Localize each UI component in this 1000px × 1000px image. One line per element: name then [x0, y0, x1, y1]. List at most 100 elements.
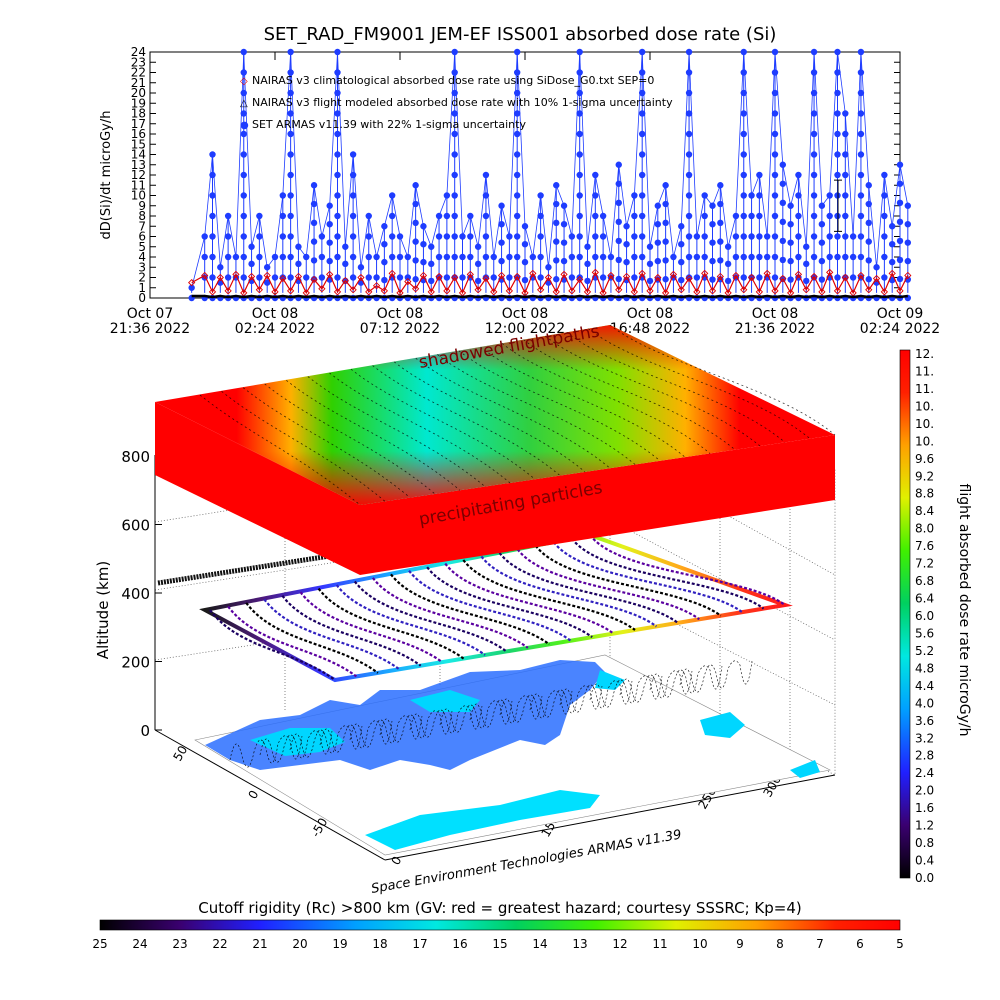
- armas-point: [693, 233, 701, 240]
- armas-point: [615, 256, 622, 264]
- dose-colorbar-tick-label: 2.0: [915, 784, 934, 798]
- armas-point: [482, 192, 490, 199]
- armas-point: [693, 253, 701, 261]
- x-tick-label-time: 16:48 2022: [610, 321, 690, 337]
- armas-point: [599, 274, 607, 281]
- armas-point: [428, 243, 435, 250]
- armas-point: [896, 218, 904, 226]
- antarctica: [365, 790, 600, 850]
- armas-point: [834, 69, 841, 76]
- sheet-track-line: [415, 357, 611, 469]
- armas-point: [513, 192, 521, 199]
- armas-point: [513, 130, 521, 138]
- armas-point: [443, 233, 451, 240]
- armas-point: [553, 276, 560, 283]
- armas-point: [865, 257, 872, 264]
- armas-point: [576, 130, 583, 138]
- armas-point: [842, 253, 849, 261]
- y-tick-label: 10: [131, 189, 146, 203]
- x-tick-label-date: Oct 07: [127, 306, 173, 322]
- armas-point: [896, 256, 904, 264]
- armas-point: [662, 238, 669, 245]
- armas-point: [349, 253, 357, 261]
- armas-point: [771, 89, 779, 97]
- ground-track-line: [229, 735, 303, 768]
- armas-point: [662, 200, 669, 208]
- armas-point: [349, 233, 357, 240]
- nairas-climatological-point: [286, 287, 295, 295]
- armas-point: [303, 274, 310, 281]
- armas-point: [474, 243, 482, 250]
- sheet-track-line: [545, 335, 761, 447]
- nairas-climatological-point: [263, 271, 271, 280]
- armas-point: [701, 212, 708, 220]
- armas-point: [576, 274, 583, 281]
- armas-point: [818, 202, 826, 209]
- armas-point: [287, 130, 294, 138]
- nairas-climatological-point: [224, 287, 232, 295]
- armas-point: [857, 192, 865, 199]
- armas-point: [412, 219, 419, 227]
- armas-point: [498, 239, 505, 246]
- armas-point: [678, 258, 685, 266]
- armas-point: [779, 218, 787, 226]
- cutoff-colorbar-tick-label: 17: [412, 937, 427, 951]
- sheet-track-line: [523, 339, 736, 451]
- armas-point: [795, 212, 802, 220]
- armas-point: [787, 276, 794, 283]
- armas-point: [701, 253, 708, 261]
- armas-point: [638, 48, 646, 56]
- armas-point: [451, 192, 458, 199]
- armas-point: [818, 239, 826, 246]
- dose-colorbar-tick-label: 2.4: [915, 766, 934, 780]
- cutoff-colorbar-tick-label: 5: [896, 937, 904, 951]
- armas-point: [584, 260, 591, 268]
- armas-point: [740, 192, 747, 199]
- nairas-climatological-point: [568, 287, 576, 295]
- armas-point: [498, 221, 505, 228]
- armas-point: [209, 171, 216, 179]
- ground-track-line: [649, 665, 723, 698]
- dose-colorbar-tick-label: 7.6: [915, 539, 934, 553]
- armas-point: [459, 233, 466, 240]
- armas-point: [396, 274, 404, 281]
- armas-point: [365, 233, 372, 240]
- orbit-track-line: [571, 537, 765, 610]
- armas-point: [709, 239, 716, 246]
- armas-point: [842, 130, 849, 138]
- cutoff-colorbar-tick-label: 10: [692, 937, 707, 951]
- armas-point: [365, 253, 372, 261]
- armas-point: [240, 110, 247, 117]
- armas-point: [709, 276, 716, 283]
- nairas-climatological-point: [419, 271, 428, 280]
- x-tick-label-date: Oct 08: [377, 306, 423, 322]
- dose-colorbar-tick-label: 5.6: [915, 626, 934, 640]
- cutoff-colorbar-tick-label: 14: [532, 937, 547, 951]
- armas-point: [396, 233, 404, 240]
- nairas-climatological-point: [638, 269, 646, 278]
- nairas-climatological-point: [810, 272, 818, 281]
- armas-point: [740, 69, 747, 76]
- orbit-track-line: [227, 605, 358, 678]
- cutoff-colorbar-tick-label: 15: [492, 937, 507, 951]
- armas-point: [334, 233, 341, 240]
- armas-point: [842, 192, 849, 199]
- y-tick-label: 17: [131, 117, 146, 131]
- armas-point: [349, 212, 357, 220]
- cutoff-colorbar-tick-label: 19: [332, 937, 347, 951]
- armas-point: [740, 110, 747, 117]
- armas-point: [420, 258, 427, 266]
- armas-point: [693, 274, 701, 281]
- armas-point: [349, 192, 357, 199]
- armas-point: [381, 240, 388, 248]
- ground-track-line: [259, 730, 333, 763]
- nairas-climatological-point: [794, 270, 803, 279]
- armas-point: [310, 257, 318, 264]
- armas-point: [678, 276, 685, 284]
- nairas-climatological-point: [341, 276, 349, 285]
- dose-colorbar-tick-label: 10.: [915, 417, 934, 431]
- nairas-climatological-point: [701, 269, 709, 278]
- armas-point: [685, 48, 693, 56]
- y-tick-label: 14: [131, 148, 146, 162]
